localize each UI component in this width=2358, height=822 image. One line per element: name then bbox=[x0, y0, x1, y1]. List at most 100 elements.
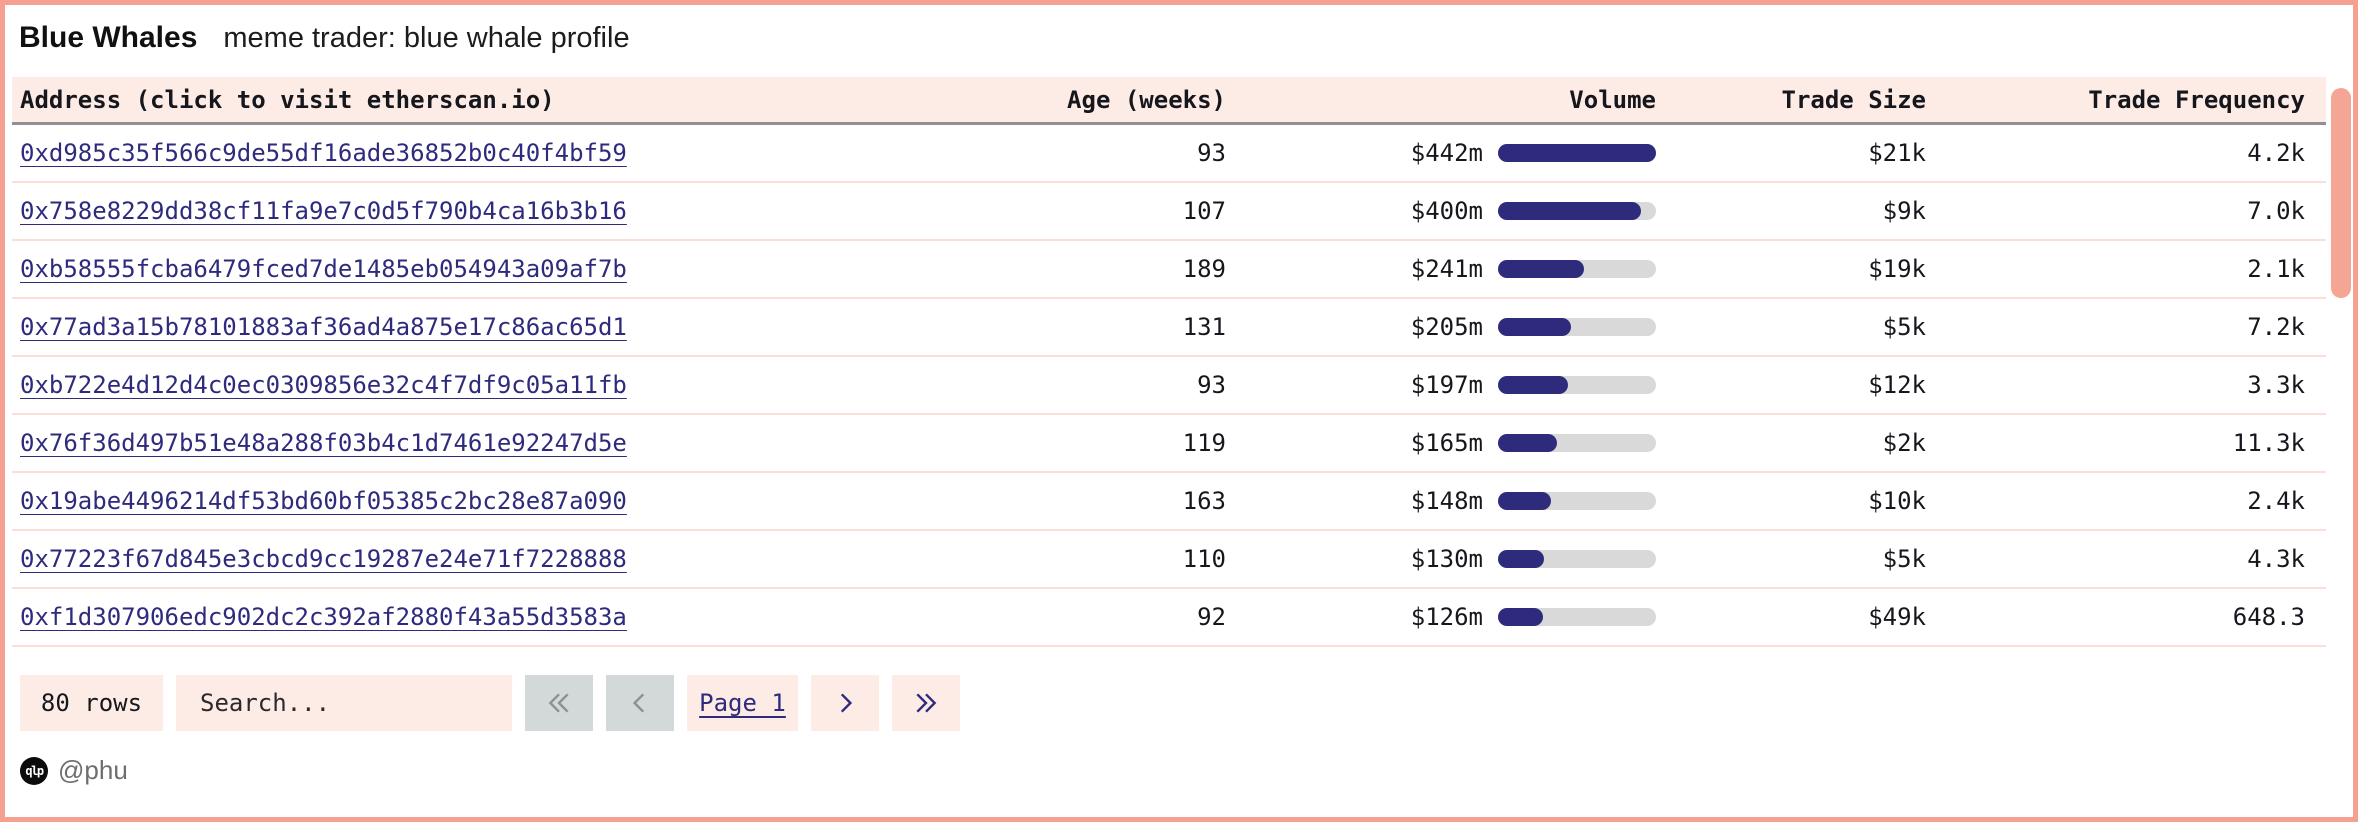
volume-bar-fill bbox=[1498, 376, 1569, 394]
volume-value: $126m bbox=[1410, 603, 1483, 631]
chevrons-right-icon bbox=[913, 690, 939, 716]
table-row: 0x77223f67d845e3cbcd9cc19287e24e71f72288… bbox=[12, 531, 2326, 589]
volume-bar bbox=[1498, 376, 1656, 394]
chevron-right-icon bbox=[832, 690, 858, 716]
volume-cell: $126m bbox=[1226, 603, 1656, 631]
age-cell: 119 bbox=[1182, 429, 1226, 457]
address-cell: 0x77223f67d845e3cbcd9cc19287e24e71f72288… bbox=[12, 545, 632, 573]
chevron-left-icon bbox=[627, 690, 653, 716]
volume-bar-fill bbox=[1498, 260, 1585, 278]
address-link[interactable]: 0xf1d307906edc902dc2c392af2880f43a55d358… bbox=[20, 603, 627, 631]
age-cell: 107 bbox=[1182, 197, 1226, 225]
address-link[interactable]: 0x19abe4496214df53bd60bf05385c2bc28e87a0… bbox=[20, 487, 627, 515]
row-count-badge: 80 rows bbox=[20, 675, 163, 731]
volume-value: $241m bbox=[1410, 255, 1483, 283]
trade-frequency-cell: 7.0k bbox=[2247, 197, 2305, 225]
volume-value: $165m bbox=[1410, 429, 1483, 457]
age-cell: 163 bbox=[1182, 487, 1226, 515]
trade-size-cell: $5k bbox=[1882, 545, 1926, 573]
column-header-address: Address (click to visit etherscan.io) bbox=[20, 85, 555, 114]
branding: qlp @phu bbox=[20, 755, 2353, 786]
age-cell: 110 bbox=[1182, 545, 1226, 573]
volume-bar-fill bbox=[1498, 434, 1557, 452]
trade-frequency-cell: 2.4k bbox=[2247, 487, 2305, 515]
search-input[interactable] bbox=[176, 675, 512, 731]
volume-bar bbox=[1498, 202, 1656, 220]
volume-value: $148m bbox=[1410, 487, 1483, 515]
page-title: Blue Whales bbox=[19, 21, 198, 54]
current-page-button[interactable]: Page 1 bbox=[687, 675, 798, 731]
volume-cell: $197m bbox=[1226, 371, 1656, 399]
logo-icon: qlp bbox=[20, 756, 48, 785]
trade-size-cell: $21k bbox=[1868, 139, 1926, 167]
address-cell: 0x19abe4496214df53bd60bf05385c2bc28e87a0… bbox=[12, 487, 632, 515]
address-cell: 0xb58555fcba6479fced7de1485eb054943a09af… bbox=[12, 255, 632, 283]
page-subtitle: meme trader: blue whale profile bbox=[223, 22, 630, 54]
volume-bar-fill bbox=[1498, 318, 1572, 336]
last-page-button[interactable] bbox=[892, 675, 960, 731]
address-cell: 0x76f36d497b51e48a288f03b4c1d7461e92247d… bbox=[12, 429, 632, 457]
age-cell: 93 bbox=[1197, 371, 1226, 399]
trade-frequency-cell: 4.2k bbox=[2247, 139, 2305, 167]
table-row: 0xb58555fcba6479fced7de1485eb054943a09af… bbox=[12, 241, 2326, 299]
age-cell: 93 bbox=[1197, 139, 1226, 167]
first-page-button[interactable] bbox=[525, 675, 593, 731]
volume-bar-fill bbox=[1498, 608, 1544, 626]
table-body: 0xd985c35f566c9de55df16ade36852b0c40f4bf… bbox=[12, 125, 2326, 647]
address-cell: 0x77ad3a15b78101883af36ad4a875e17c86ac65… bbox=[12, 313, 632, 341]
column-header-age: Age (weeks) bbox=[1067, 85, 1226, 114]
volume-bar bbox=[1498, 492, 1656, 510]
volume-value: $400m bbox=[1410, 197, 1483, 225]
whales-table: Address (click to visit etherscan.io) Ag… bbox=[12, 77, 2326, 647]
table-row: 0x758e8229dd38cf11fa9e7c0d5f790b4ca16b3b… bbox=[12, 183, 2326, 241]
trade-frequency-cell: 4.3k bbox=[2247, 545, 2305, 573]
address-cell: 0xd985c35f566c9de55df16ade36852b0c40f4bf… bbox=[12, 139, 632, 167]
address-link[interactable]: 0xb58555fcba6479fced7de1485eb054943a09af… bbox=[20, 255, 627, 283]
volume-cell: $165m bbox=[1226, 429, 1656, 457]
column-header-trade-frequency: Trade Frequency bbox=[2088, 85, 2305, 114]
trade-size-cell: $49k bbox=[1868, 603, 1926, 631]
volume-bar-fill bbox=[1498, 550, 1545, 568]
table-header-row: Address (click to visit etherscan.io) Ag… bbox=[12, 77, 2326, 125]
titlebar: Blue Whales meme trader: blue whale prof… bbox=[19, 21, 2353, 65]
address-link[interactable]: 0xd985c35f566c9de55df16ade36852b0c40f4bf… bbox=[20, 139, 627, 167]
trade-frequency-cell: 11.3k bbox=[2232, 429, 2305, 457]
volume-cell: $442m bbox=[1226, 139, 1656, 167]
volume-bar bbox=[1498, 608, 1656, 626]
volume-value: $205m bbox=[1410, 313, 1483, 341]
address-link[interactable]: 0x77ad3a15b78101883af36ad4a875e17c86ac65… bbox=[20, 313, 627, 341]
volume-cell: $148m bbox=[1226, 487, 1656, 515]
volume-bar bbox=[1498, 318, 1656, 336]
volume-value: $442m bbox=[1410, 139, 1483, 167]
column-header-trade-size: Trade Size bbox=[1781, 85, 1927, 114]
volume-bar bbox=[1498, 550, 1656, 568]
scrollbar-thumb[interactable] bbox=[2331, 88, 2351, 298]
volume-cell: $205m bbox=[1226, 313, 1656, 341]
address-link[interactable]: 0xb722e4d12d4c0ec0309856e32c4f7df9c05a11… bbox=[20, 371, 627, 399]
address-cell: 0xb722e4d12d4c0ec0309856e32c4f7df9c05a11… bbox=[12, 371, 632, 399]
volume-bar-fill bbox=[1498, 492, 1551, 510]
volume-bar bbox=[1498, 144, 1656, 162]
volume-cell: $130m bbox=[1226, 545, 1656, 573]
trade-size-cell: $5k bbox=[1882, 313, 1926, 341]
trade-frequency-cell: 3.3k bbox=[2247, 371, 2305, 399]
trade-frequency-cell: 648.3 bbox=[2232, 603, 2305, 631]
table-row: 0x76f36d497b51e48a288f03b4c1d7461e92247d… bbox=[12, 415, 2326, 473]
volume-bar bbox=[1498, 434, 1656, 452]
age-cell: 92 bbox=[1197, 603, 1226, 631]
age-cell: 131 bbox=[1182, 313, 1226, 341]
trade-size-cell: $12k bbox=[1868, 371, 1926, 399]
age-cell: 189 bbox=[1182, 255, 1226, 283]
next-page-button[interactable] bbox=[811, 675, 879, 731]
address-link[interactable]: 0x76f36d497b51e48a288f03b4c1d7461e92247d… bbox=[20, 429, 627, 457]
address-cell: 0x758e8229dd38cf11fa9e7c0d5f790b4ca16b3b… bbox=[12, 197, 632, 225]
previous-page-button[interactable] bbox=[606, 675, 674, 731]
volume-cell: $241m bbox=[1226, 255, 1656, 283]
address-link[interactable]: 0x77223f67d845e3cbcd9cc19287e24e71f72288… bbox=[20, 545, 627, 573]
table-row: 0x19abe4496214df53bd60bf05385c2bc28e87a0… bbox=[12, 473, 2326, 531]
table-row: 0xf1d307906edc902dc2c392af2880f43a55d358… bbox=[12, 589, 2326, 647]
address-link[interactable]: 0x758e8229dd38cf11fa9e7c0d5f790b4ca16b3b… bbox=[20, 197, 627, 225]
table-row: 0xd985c35f566c9de55df16ade36852b0c40f4bf… bbox=[12, 125, 2326, 183]
table-row: 0x77ad3a15b78101883af36ad4a875e17c86ac65… bbox=[12, 299, 2326, 357]
